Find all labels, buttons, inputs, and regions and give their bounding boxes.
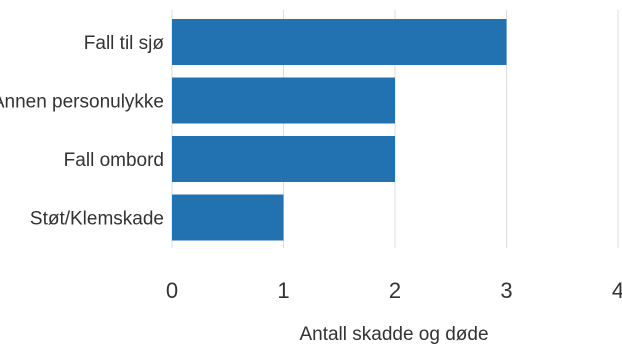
category-label-4: Støt/Klemskade [30,209,164,230]
bar-3 [172,136,395,182]
bar-2 [172,77,395,124]
bars [172,19,507,241]
category-label-1: Fall til sjø [84,33,165,54]
x-tick-label-0: 0 [166,278,178,303]
category-labels: Fall til sjø Annen personulykke Fall ombor… [0,33,164,230]
category-label-2: Annen personulykke [0,92,164,113]
x-tick-label-4: 4 [612,278,622,303]
bar-4 [172,194,284,241]
x-tick-labels: 0 1 2 3 4 [166,278,622,303]
x-axis-label: Antall skadde og døde [299,324,488,345]
bar-1 [172,19,507,65]
x-tick-label-1: 1 [277,278,289,303]
x-tick-label-3: 3 [500,278,512,303]
category-label-3: Fall ombord [64,150,164,171]
x-tick-label-2: 2 [389,278,401,303]
